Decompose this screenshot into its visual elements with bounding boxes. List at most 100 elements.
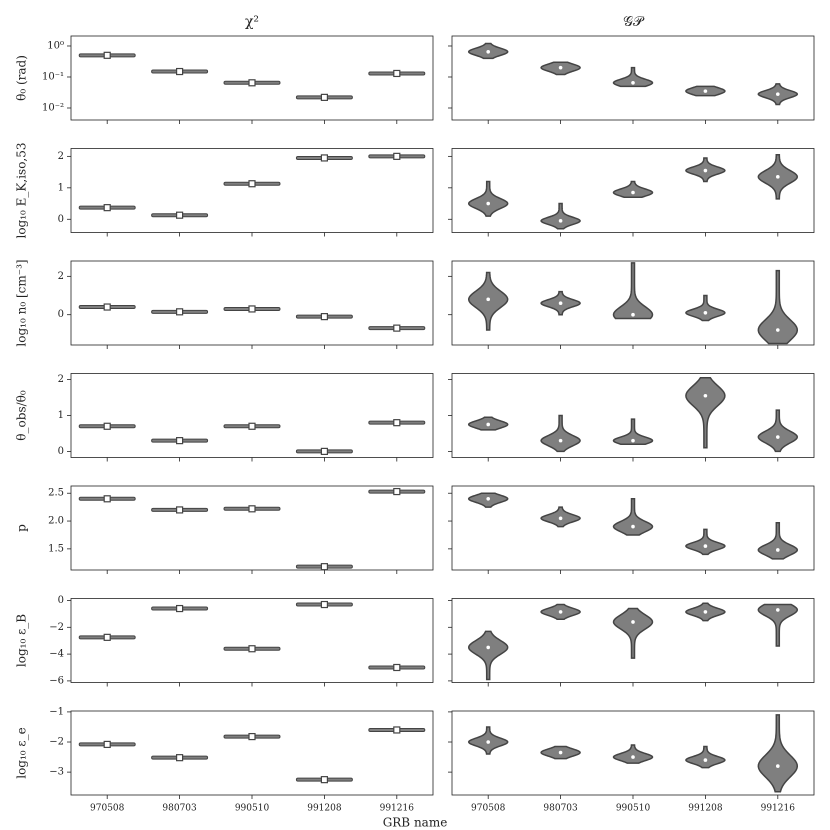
y-axis-label: θ₀ (rad) — [15, 55, 29, 101]
y-tick-label: −1 — [49, 706, 64, 717]
median-dot — [486, 645, 491, 650]
panel-frame — [70, 148, 434, 233]
median-box — [248, 79, 256, 87]
x-tick-label: 990510 — [616, 804, 651, 814]
x-tick-label: 980703 — [162, 804, 197, 814]
median-box — [176, 67, 184, 76]
violin-body — [612, 418, 654, 445]
y-axis-label: log₁₀ E_K,iso,53 — [15, 142, 29, 238]
violin-body — [468, 180, 509, 217]
median-box — [176, 437, 184, 445]
x-axis-label: GRB name — [383, 816, 448, 830]
y-tick-label: 0 — [58, 309, 64, 320]
median-dot — [631, 620, 635, 624]
median-dot — [776, 435, 780, 439]
median-dot — [486, 49, 491, 54]
violin-body — [685, 528, 726, 556]
median-box — [103, 740, 111, 749]
median-box — [248, 645, 256, 653]
median-box — [176, 211, 184, 219]
y-tick-label: 2 — [58, 271, 64, 282]
panel-frame — [70, 35, 434, 121]
y-tick-label: 1 — [58, 182, 64, 193]
median-box — [320, 93, 328, 101]
median-dot — [776, 328, 780, 332]
median-box — [103, 303, 111, 311]
median-dot — [776, 175, 780, 179]
violin-body — [612, 180, 654, 199]
median-box — [103, 495, 111, 503]
median-dot — [558, 750, 563, 755]
panel-frame — [70, 598, 434, 683]
median-box — [393, 663, 401, 672]
median-dot — [486, 422, 491, 427]
x-tick-label: 991216 — [761, 804, 796, 814]
median-box — [176, 308, 184, 316]
median-box — [248, 180, 256, 188]
median-box — [320, 154, 328, 162]
median-box — [393, 726, 401, 734]
x-tick-label: 990510 — [235, 804, 270, 814]
violin-body — [467, 630, 509, 681]
y-tick-label: 10⁻² — [42, 102, 64, 113]
column-title: χ² — [245, 14, 259, 30]
y-axis-label: log₁₀ ε_e — [15, 727, 29, 779]
median-dot — [558, 610, 563, 614]
median-dot — [486, 201, 491, 206]
median-box — [248, 732, 256, 741]
median-box — [103, 51, 111, 59]
x-tick-label: 970508 — [471, 804, 506, 814]
median-dot — [703, 393, 708, 398]
median-box — [393, 324, 401, 332]
y-tick-label: 2.0 — [48, 516, 64, 527]
median-box — [103, 204, 111, 212]
median-dot — [703, 758, 708, 762]
x-tick-label: 991208 — [307, 804, 342, 814]
violin-body — [685, 745, 726, 769]
y-tick-label: 10⁻¹ — [42, 71, 64, 82]
violin-body — [467, 271, 509, 331]
y-axis-label: log₁₀ ε_B — [15, 614, 29, 667]
y-tick-label: 1 — [58, 410, 64, 421]
median-box — [103, 633, 111, 641]
y-tick-label: 0 — [58, 214, 64, 225]
violin-body — [540, 414, 581, 453]
x-tick-label: 970508 — [90, 804, 125, 814]
median-dot — [776, 764, 780, 768]
median-dot — [486, 740, 491, 744]
median-dot — [776, 608, 780, 612]
y-tick-label: −2 — [49, 622, 64, 633]
median-box — [103, 422, 111, 430]
median-dot — [558, 516, 563, 521]
median-dot — [776, 92, 780, 96]
x-tick-label: 991216 — [380, 804, 415, 814]
y-axis-label: θ_obs/θ₀ — [15, 390, 29, 441]
violin-body — [612, 607, 654, 659]
median-box — [320, 776, 328, 784]
median-dot — [631, 438, 635, 443]
median-dot — [631, 80, 635, 85]
y-tick-label: 2 — [58, 151, 64, 162]
violin-body — [757, 603, 799, 647]
median-dot — [631, 524, 635, 529]
median-box — [176, 506, 184, 514]
median-dot — [486, 496, 491, 501]
median-dot — [703, 610, 708, 614]
median-box — [248, 422, 256, 430]
violin-body — [540, 202, 581, 230]
median-box — [320, 447, 328, 455]
y-tick-label: −6 — [49, 675, 64, 686]
y-tick-label: 2.5 — [48, 488, 64, 499]
median-dot — [631, 312, 635, 317]
median-dot — [558, 219, 563, 223]
violin-body — [612, 498, 654, 536]
median-box — [176, 604, 184, 613]
panel-frame — [70, 260, 434, 346]
column-title: 𝒢𝒫 — [623, 14, 645, 30]
median-box — [248, 505, 256, 513]
median-box — [320, 563, 328, 571]
median-dot — [703, 168, 708, 173]
violin-body — [612, 66, 654, 88]
median-box — [393, 152, 401, 160]
